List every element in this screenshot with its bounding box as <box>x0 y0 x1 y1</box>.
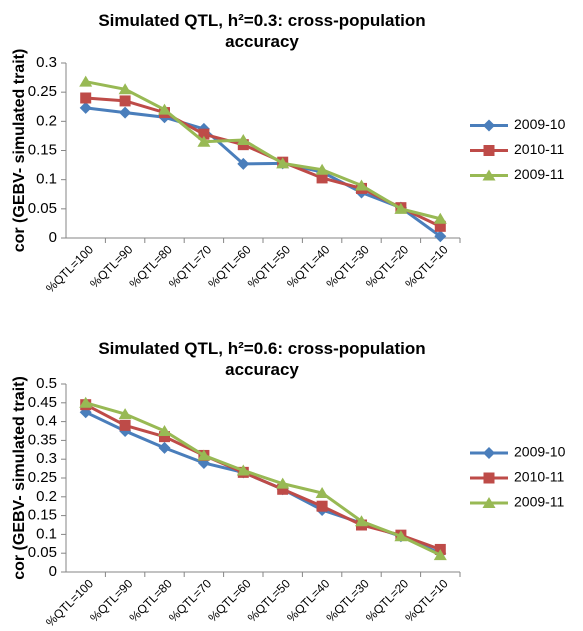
legend-label: 2009-10 <box>514 444 566 460</box>
legend-marker <box>483 447 495 459</box>
x-tick-label: %QTL=10 <box>402 576 451 625</box>
point <box>119 419 131 431</box>
point <box>315 487 329 499</box>
point <box>316 500 328 512</box>
point <box>394 530 408 542</box>
point <box>236 464 250 476</box>
x-tick-label: %QTL=100 <box>43 242 96 295</box>
legend-marker <box>483 119 495 132</box>
legend-label: 2010-11 <box>514 141 565 157</box>
point <box>80 92 92 104</box>
y-tick-label: 0.05 <box>28 544 57 561</box>
y-tick-label: 0.3 <box>36 450 57 467</box>
point <box>355 515 368 527</box>
y-axis-label: cor (GEBV- simulated trait) <box>11 49 28 253</box>
point <box>118 83 132 95</box>
y-tick-label: 0 <box>49 229 57 246</box>
point <box>394 202 408 214</box>
line <box>85 80 441 221</box>
y-tick-label: 0.3 <box>36 54 57 71</box>
y-tick-label: 0.45 <box>28 394 57 411</box>
y-tick-label: 0 <box>49 563 57 580</box>
line <box>85 401 441 557</box>
legend-label: 2010-11 <box>514 469 565 485</box>
point <box>197 135 211 147</box>
point <box>119 95 131 107</box>
point <box>158 441 171 454</box>
chart-title: Simulated QTL, h²=0.6: cross-population … <box>98 339 426 379</box>
legend-marker <box>482 169 496 181</box>
series <box>79 75 447 224</box>
legend-label: 2009-11 <box>514 166 565 182</box>
point <box>316 172 328 184</box>
x-tick-label: %QTL=100 <box>43 576 96 629</box>
y-tick-label: 0.15 <box>28 507 57 524</box>
point <box>79 396 93 408</box>
point <box>119 106 132 119</box>
point <box>276 157 290 169</box>
point <box>355 179 368 191</box>
point <box>236 134 250 145</box>
legend-marker <box>483 472 495 484</box>
y-tick-label: 0.05 <box>28 200 57 217</box>
legend-marker <box>482 497 496 508</box>
line <box>85 106 442 238</box>
point <box>434 220 446 232</box>
x-tick-label: %QTL=10 <box>402 242 451 291</box>
series <box>79 101 447 243</box>
legend-marker <box>483 145 495 156</box>
point <box>79 75 93 87</box>
legend-label: 2009-10 <box>514 116 566 132</box>
point <box>315 163 329 175</box>
point <box>433 549 447 561</box>
y-axis-label: cor (GEBV- simulated trait) <box>11 376 28 580</box>
point <box>237 157 250 170</box>
point <box>198 128 210 140</box>
point <box>118 408 132 420</box>
chart: cor (GEBV- simulated trait) 0 0.05 0.10.15 0… <box>11 375 566 630</box>
point <box>159 431 170 443</box>
chart: cor (GEBV- simulated trait) 0 0.05 0.1 0.15 0… <box>11 49 566 296</box>
y-tick-label: 0.1 <box>36 525 57 542</box>
y-tick-label: 0.35 <box>28 431 57 448</box>
point <box>197 449 211 461</box>
y-tick-label: 0.2 <box>36 488 57 505</box>
y-tick-label: 0.15 <box>28 141 57 158</box>
point <box>434 230 447 243</box>
y-tick-label: 0.25 <box>28 83 57 100</box>
legend-label: 2009-11 <box>514 494 565 510</box>
point <box>158 103 171 115</box>
y-tick-label: 0.4 <box>36 413 57 430</box>
point <box>79 101 92 114</box>
point <box>433 212 447 224</box>
y-tick-label: 0.25 <box>28 469 57 486</box>
series <box>79 396 447 561</box>
point <box>276 477 290 489</box>
y-tick-label: 0.1 <box>36 171 57 188</box>
y-tick-label: 0.2 <box>36 112 57 129</box>
chart-title: Simulated QTL, h²=0.3: cross-population … <box>98 11 426 51</box>
point <box>158 425 171 436</box>
y-tick-label: 0.5 <box>36 375 57 392</box>
point <box>277 483 289 495</box>
